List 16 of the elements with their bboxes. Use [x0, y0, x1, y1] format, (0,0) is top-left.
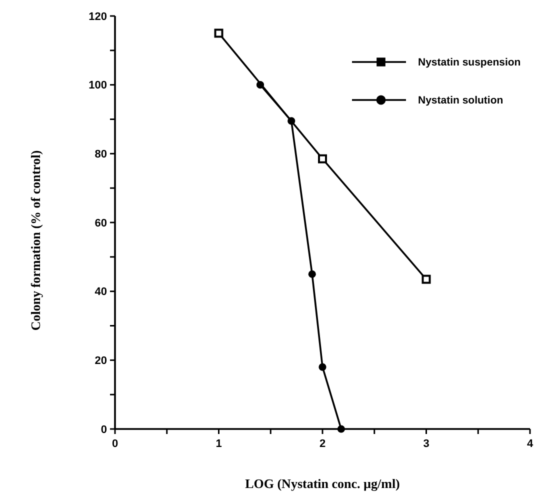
x-tick-label: 1	[216, 438, 222, 450]
y-tick-label: 100	[88, 80, 107, 92]
x-tick-label: 3	[423, 438, 430, 450]
y-axis-title: Colony formation (% of control)	[28, 150, 43, 331]
x-tick-label: 4	[526, 438, 534, 450]
legend-label: Nystatin solution	[418, 94, 504, 107]
y-tick-label: 80	[94, 148, 107, 161]
legend-label: Nystatin suspension	[418, 56, 521, 69]
y-tick-label: 0	[100, 424, 107, 436]
y-tick-label: 20	[94, 355, 107, 368]
y-tick-label: 60	[94, 217, 107, 230]
x-axis-title: LOG (Nystatin conc. µg/ml)	[245, 476, 400, 491]
x-tick-label: 0	[112, 438, 118, 450]
y-tick-label: 40	[94, 286, 107, 298]
x-tick-label: 2	[319, 438, 326, 450]
y-tick-label: 120	[88, 10, 107, 23]
